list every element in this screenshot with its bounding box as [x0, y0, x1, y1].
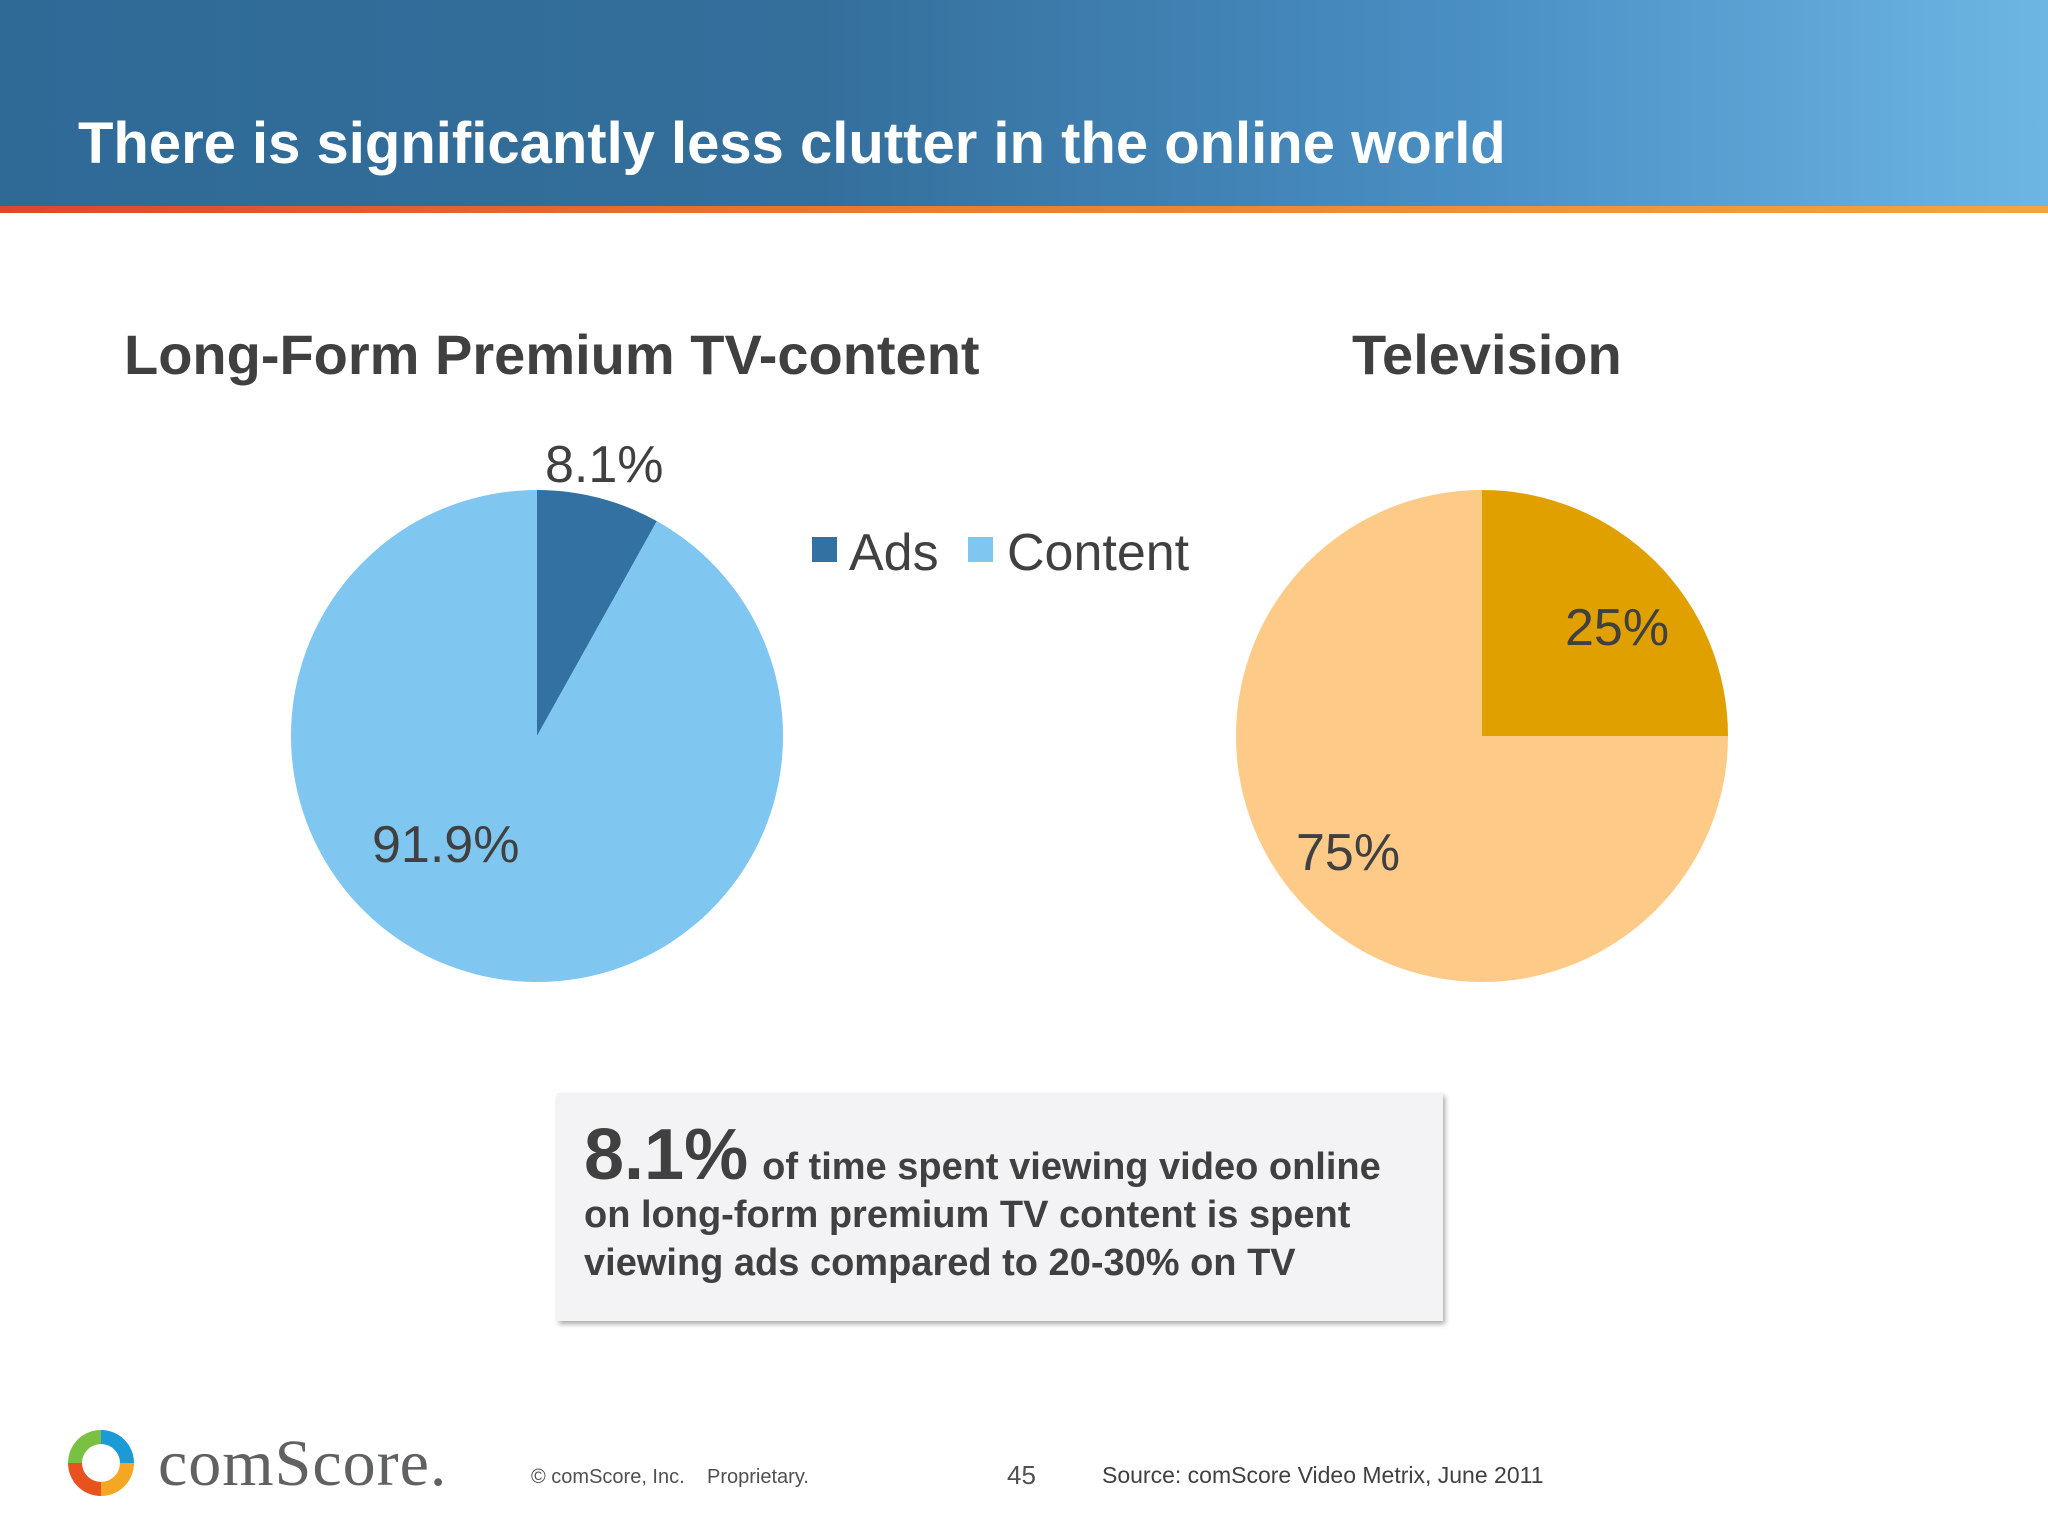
callout-highlight: 8.1% — [584, 1115, 749, 1195]
footer-brand-wordmark: comScore. — [158, 1427, 448, 1500]
slide-title: There is significantly less clutter in t… — [78, 111, 1506, 176]
legend-swatch-content — [968, 537, 993, 562]
footer-copyright: © comScore, Inc. — [531, 1466, 685, 1488]
data-label-ads: 8.1% — [545, 436, 664, 494]
pie-chart-online: 8.1% 91.9% — [291, 436, 783, 982]
callout-line-3: viewing ads compared to 20-30% on TV — [584, 1242, 1296, 1284]
legend-label-ads: Ads — [849, 524, 939, 582]
legend-label-content: Content — [1007, 524, 1190, 582]
title-banner — [0, 0, 2048, 206]
data-label-content: 91.9% — [372, 816, 519, 874]
chart-title-television: Television — [1352, 323, 1622, 386]
footer-source: Source: comScore Video Metrix, June 2011 — [1102, 1462, 1544, 1488]
callout-line-1: of time spent viewing video online — [762, 1146, 1381, 1188]
pie-chart-television: 25% 75% — [1236, 490, 1728, 982]
key-insight-callout: 8.1% of time spent viewing video online o… — [557, 1093, 1443, 1321]
callout-line-2: on long-form premium TV content is spent — [584, 1194, 1351, 1236]
footer-proprietary: Proprietary. — [707, 1466, 809, 1488]
chart-title-online: Long-Form Premium TV-content — [124, 323, 980, 386]
pie-slice-ads — [537, 490, 657, 736]
data-label-content: 75% — [1296, 824, 1400, 882]
title-accent-stripe — [0, 206, 2048, 213]
pie-slice-ads — [1482, 490, 1728, 736]
comscore-logo-icon — [68, 1430, 134, 1496]
legend-swatch-ads — [812, 537, 837, 562]
page-number: 45 — [1007, 1460, 1036, 1490]
pie-slice-content — [291, 490, 783, 982]
data-label-ads: 25% — [1565, 599, 1669, 657]
pie-slice-content — [1236, 490, 1728, 982]
